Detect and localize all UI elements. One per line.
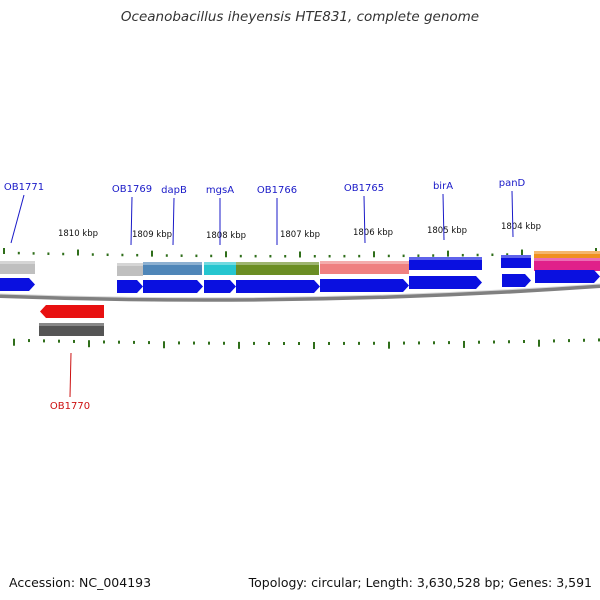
scale-label: 1804 kbp (501, 222, 541, 232)
gene-label: OB1765 (344, 183, 384, 194)
gene-labels: OB1771 OB1769 dapB mgsA OB1766 OB1765 birA panD… (4, 178, 526, 412)
label-leader (363, 195, 366, 244)
feature-box (117, 263, 143, 276)
reverse-strand-ring (39, 305, 104, 336)
cds-arrow (236, 280, 320, 293)
feature-box (236, 262, 319, 275)
feature-box (501, 255, 531, 268)
backbone-highlight (0, 283, 600, 299)
topology-label: Topology: circular; Length: 3,630,528 bp… (248, 575, 592, 590)
scale-label: 1806 kbp (353, 228, 393, 238)
accession-label: Accession: NC_004193 (9, 575, 152, 590)
feature-class-ring (0, 251, 600, 276)
forward-cds-ring (0, 270, 600, 293)
gene-label: birA (433, 181, 453, 192)
feature-box-highlight (204, 262, 236, 265)
label-leader (69, 352, 72, 398)
gene-label: OB1770 (50, 401, 90, 412)
feature-box (143, 262, 202, 275)
feature-box-highlight (143, 262, 202, 265)
feature-box-highlight (0, 261, 35, 264)
reverse-class-box (39, 323, 104, 336)
scale-label: 1808 kbp (206, 231, 246, 241)
feature-box (409, 257, 482, 270)
map-title: Oceanobacillus iheyensis HTE831, complet… (120, 9, 480, 25)
scale-label: 1805 kbp (427, 226, 467, 236)
cds-arrow (502, 274, 531, 287)
cds-arrow (409, 276, 482, 289)
scale-labels: 1810 kbp 1809 kbp 1808 kbp 1807 kbp 1806 kbp… (58, 222, 541, 241)
scale-label: 1810 kbp (58, 229, 98, 239)
scale-label: 1809 kbp (132, 230, 172, 240)
label-leader (130, 196, 133, 246)
feature-box (0, 261, 35, 274)
cds-arrow (143, 280, 203, 293)
feature-box-highlight (501, 255, 531, 258)
gene-label: dapB (161, 185, 187, 196)
feature-box-highlight (534, 258, 600, 261)
gene-label: OB1766 (257, 185, 297, 196)
cds-arrow (117, 280, 143, 293)
gene-label: panD (499, 178, 526, 189)
feature-box (534, 258, 600, 271)
feature-box-highlight (236, 262, 319, 265)
cds-arrow (0, 278, 35, 291)
label-leader (511, 190, 514, 238)
feature-box-highlight (409, 257, 482, 260)
scale-label: 1807 kbp (280, 230, 320, 240)
label-leader (442, 193, 445, 241)
gene-label: OB1769 (112, 184, 152, 195)
reverse-class-highlight (39, 323, 104, 326)
gene-label: mgsA (206, 185, 234, 196)
cds-arrow (535, 270, 600, 283)
gene-label: OB1771 (4, 182, 44, 193)
feature-box-highlight (534, 251, 600, 254)
feature-box-highlight (320, 261, 409, 264)
inner-tick-marks (13, 338, 600, 349)
feature-box-highlight (117, 263, 143, 266)
label-leader (10, 194, 25, 244)
reverse-arrow-ob1770 (40, 305, 104, 318)
backbone-line (0, 284, 600, 302)
cds-arrow (204, 280, 236, 293)
backbone-ring (0, 283, 600, 302)
feature-box (320, 261, 409, 274)
cds-arrow (320, 279, 409, 292)
label-leader (172, 197, 175, 246)
feature-box (204, 262, 236, 275)
